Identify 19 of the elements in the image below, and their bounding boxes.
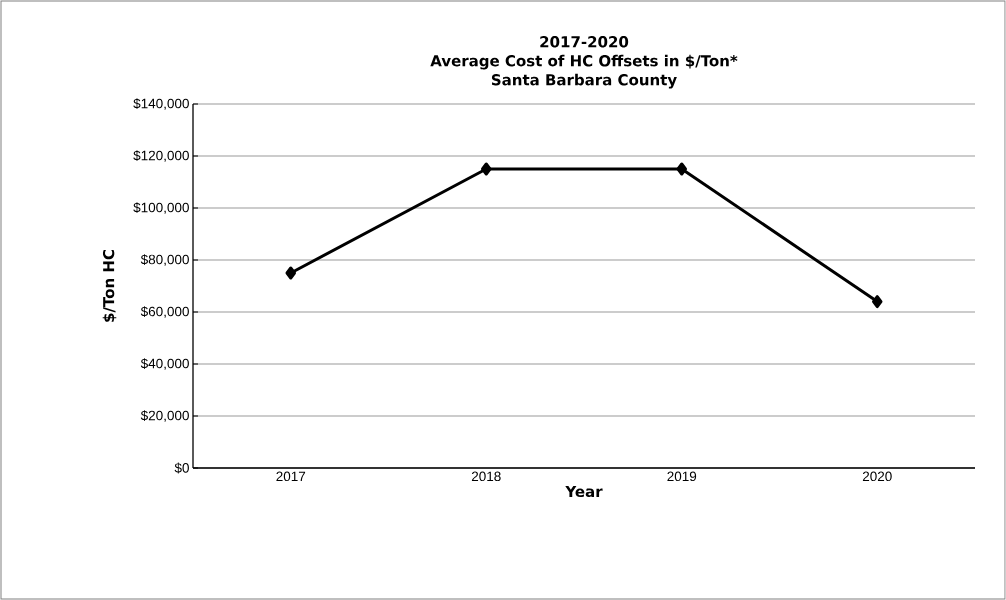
point xyxy=(676,162,687,176)
chart-title: 2017-2020 Average Cost of HC Offsets in $/Ton* Santa Barbara County xyxy=(430,36,738,89)
x-tick-label: 2017 xyxy=(276,471,306,482)
y-axis-title: $/Ton HC xyxy=(102,250,117,322)
y-tick-label: $60,000 xyxy=(140,306,189,318)
y-tick-label: $120,000 xyxy=(133,150,189,162)
y-tick-label: $80,000 xyxy=(140,254,189,266)
x-tick-label: 2018 xyxy=(471,471,501,482)
y-tick-label: $0 xyxy=(174,462,189,474)
x-tick-label: 2019 xyxy=(667,471,697,482)
y-tick-label: $100,000 xyxy=(133,202,189,214)
point xyxy=(872,295,883,309)
x-axis-title: Year xyxy=(565,485,603,498)
x-tick-label: 2020 xyxy=(862,471,892,482)
point xyxy=(285,266,296,280)
y-tick-label: $20,000 xyxy=(140,410,189,422)
y-tick-label: $140,000 xyxy=(133,98,189,110)
y-tick-label: $40,000 xyxy=(140,358,189,370)
point xyxy=(481,162,492,176)
